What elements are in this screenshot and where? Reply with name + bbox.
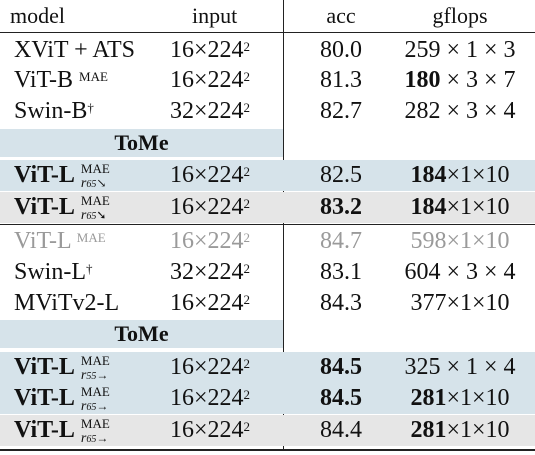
acc-cell: 83.2 bbox=[320, 194, 362, 220]
model-cell: MViTv2-L bbox=[14, 290, 120, 316]
header-rule bbox=[0, 32, 535, 33]
table-row: XViT + ATS 16×2242 80.0 259 × 1 × 3 bbox=[0, 35, 535, 66]
table-row: ViT-L MAE r65→ 16×2242 84.4 281×1×10 bbox=[0, 415, 535, 446]
acc-cell: 84.4 bbox=[320, 417, 362, 443]
acc-cell: 84.3 bbox=[320, 290, 362, 316]
header-model: model bbox=[10, 3, 65, 28]
table-row: Swin-L† 32×2242 83.1 604 × 3 × 4 bbox=[0, 257, 535, 288]
table-row: Swin-B† 32×2242 82.7 282 × 3 × 4 bbox=[0, 96, 535, 127]
table-row: ViT-L MAE r65→ 16×2242 84.5 281×1×10 bbox=[0, 383, 535, 414]
section-rule bbox=[0, 224, 535, 225]
tome-group-label: ToMe bbox=[0, 320, 283, 348]
input-cell: 32×2242 bbox=[170, 259, 251, 285]
model-cell: ViT-L MAE r65→ bbox=[14, 384, 110, 414]
input-cell: 16×2242 bbox=[170, 417, 251, 443]
acc-cell: 84.5 bbox=[320, 354, 362, 380]
input-cell: 16×2242 bbox=[170, 194, 251, 220]
header-acc: acc bbox=[326, 3, 356, 28]
column-separator bbox=[283, 0, 284, 451]
input-cell: 16×2242 bbox=[170, 37, 251, 63]
gflops-cell: 377×1×10 bbox=[410, 290, 510, 316]
gflops-cell: 180 × 3 × 7 bbox=[404, 67, 516, 93]
input-cell: 32×2242 bbox=[170, 98, 251, 124]
model-cell: ViT-L MAE bbox=[14, 228, 106, 254]
model-cell: ViT-L MAE r65→ bbox=[14, 416, 110, 446]
model-cell: ViT-L MAE r55→ bbox=[14, 353, 110, 383]
input-cell: 16×2242 bbox=[170, 290, 251, 316]
acc-cell: 83.1 bbox=[320, 259, 362, 285]
acc-cell: 80.0 bbox=[320, 37, 362, 63]
table-row: MViTv2-L 16×2242 84.3 377×1×10 bbox=[0, 288, 535, 319]
model-cell: ViT-L MAE r65↘ bbox=[14, 161, 110, 191]
tome-group-label: ToMe bbox=[0, 129, 283, 157]
gflops-cell: 184×1×10 bbox=[410, 194, 510, 220]
model-cell: ViT-L MAE r65➘ bbox=[14, 193, 110, 223]
gflops-cell: 604 × 3 × 4 bbox=[404, 259, 516, 285]
model-cell: ViT-B MAE bbox=[14, 67, 108, 93]
input-cell: 16×2242 bbox=[170, 67, 251, 93]
model-cell: Swin-L† bbox=[14, 259, 93, 285]
gflops-cell: 184×1×10 bbox=[410, 162, 510, 188]
table-row: ViT-L MAE r65➘ 16×2242 83.2 184×1×10 bbox=[0, 192, 535, 223]
table-row: ViT-L MAE 16×2242 84.7 598×1×10 bbox=[0, 226, 535, 257]
gflops-cell: 281×1×10 bbox=[410, 417, 510, 443]
input-cell: 16×2242 bbox=[170, 354, 251, 380]
input-cell: 16×2242 bbox=[170, 385, 251, 411]
header-input: input bbox=[192, 3, 238, 28]
table-row: ViT-L MAE r55→ 16×2242 84.5 325 × 1 × 4 bbox=[0, 352, 535, 383]
table-row: ViT-L MAE r65↘ 16×2242 82.5 184×1×10 bbox=[0, 160, 535, 191]
gflops-cell: 259 × 1 × 3 bbox=[404, 37, 516, 63]
gflops-cell: 282 × 3 × 4 bbox=[404, 98, 516, 124]
model-cell: XViT + ATS bbox=[14, 37, 136, 63]
acc-cell: 82.5 bbox=[320, 162, 362, 188]
gflops-cell: 325 × 1 × 4 bbox=[404, 354, 516, 380]
header-row: model input acc gflops bbox=[0, 0, 535, 31]
acc-cell: 84.5 bbox=[320, 385, 362, 411]
acc-cell: 81.3 bbox=[320, 67, 362, 93]
bottom-rule bbox=[0, 449, 535, 451]
acc-cell: 82.7 bbox=[320, 98, 362, 124]
model-cell: Swin-B† bbox=[14, 98, 94, 124]
gflops-cell: 281×1×10 bbox=[410, 385, 510, 411]
gflops-cell: 598×1×10 bbox=[410, 228, 510, 254]
header-gflops: gflops bbox=[432, 3, 488, 28]
acc-cell: 84.7 bbox=[320, 228, 362, 254]
table-row: ViT-B MAE 16×2242 81.3 180 × 3 × 7 bbox=[0, 65, 535, 96]
input-cell: 16×2242 bbox=[170, 228, 251, 254]
input-cell: 16×2242 bbox=[170, 162, 251, 188]
